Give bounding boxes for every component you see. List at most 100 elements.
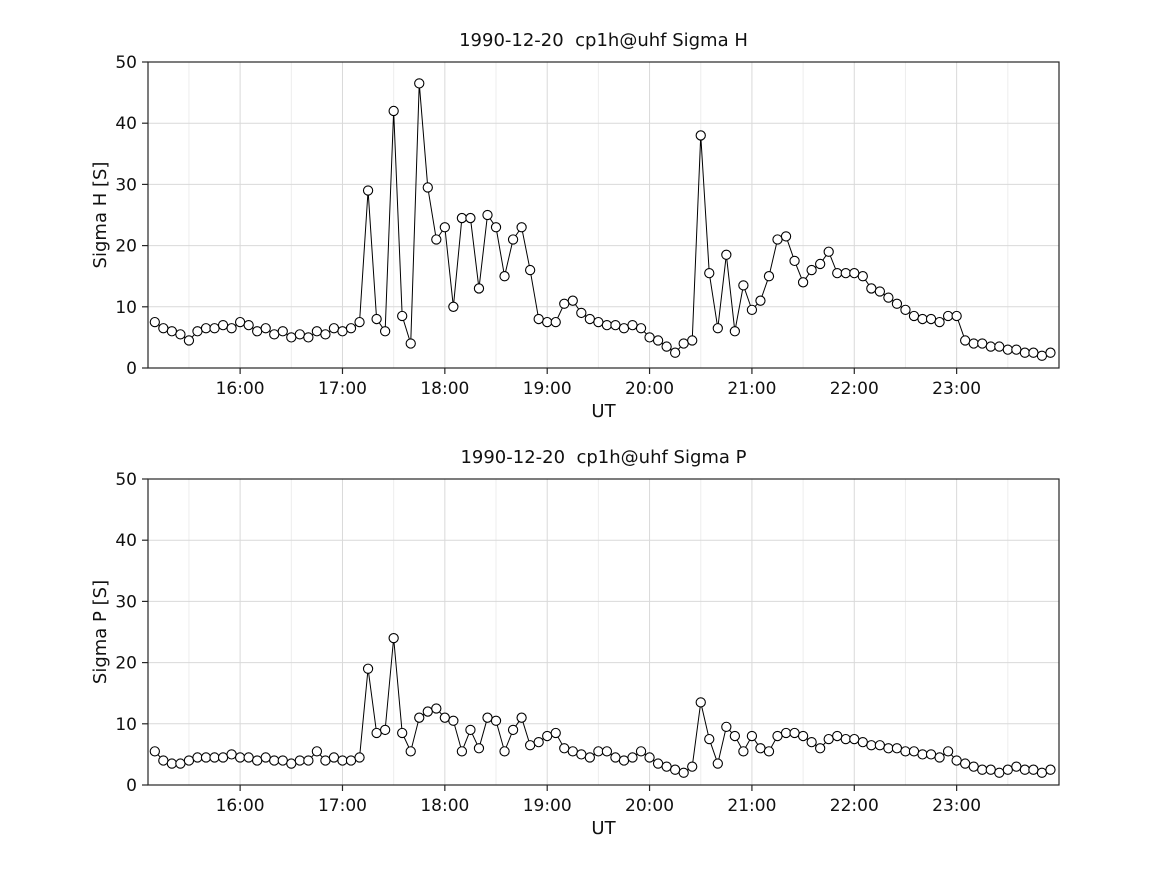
x-tick-label: 21:00: [727, 796, 776, 816]
data-marker: [431, 703, 442, 714]
data-marker: [158, 755, 169, 766]
data-marker: [371, 727, 382, 739]
data-marker: [226, 749, 237, 760]
data-marker: [704, 733, 715, 745]
data-marker: [601, 320, 613, 331]
x-tick-label: 23:00: [932, 796, 981, 816]
data-marker: [695, 130, 706, 141]
data-marker: [226, 323, 237, 334]
sigma-p-plot: 16:00 17:00 18:00 19:00 20:00 21:00 22:00 23:00…: [90, 447, 1060, 839]
chart-title: 1990-12-20 cp1h@uhf Sigma P: [460, 447, 746, 468]
data-marker: [908, 746, 920, 757]
data-marker: [763, 746, 775, 757]
x-tick-label: 20:00: [625, 796, 674, 816]
data-marker: [371, 313, 382, 325]
data-marker: [721, 249, 732, 260]
data-marker: [601, 746, 613, 757]
data-marker: [405, 746, 416, 757]
data-marker: [422, 706, 433, 717]
data-marker: [1002, 764, 1013, 775]
data-marker: [337, 326, 348, 337]
y-tick-label: 20: [115, 654, 137, 674]
data-marker: [252, 755, 263, 766]
data-marker: [704, 267, 715, 279]
data-marker: [192, 752, 203, 763]
data-marker: [448, 301, 459, 312]
data-marker: [362, 185, 374, 196]
data-marker: [397, 310, 408, 322]
data-marker: [234, 752, 246, 763]
data-marker: [866, 740, 877, 751]
data-marker: [465, 724, 476, 736]
data-marker: [183, 755, 195, 766]
data-marker: [780, 727, 792, 739]
data-marker: [977, 338, 988, 349]
data-marker: [456, 212, 468, 224]
data-marker: [448, 715, 459, 726]
data-marker: [738, 746, 749, 757]
data-marker: [507, 724, 519, 736]
sigma-p-chart: 16:00 17:00 18:00 19:00 20:00 21:00 22:00 23:00…: [0, 441, 1167, 883]
data-marker: [806, 264, 817, 276]
x-tick-label: 20:00: [625, 379, 674, 399]
data-marker: [746, 730, 758, 742]
data-marker: [891, 298, 903, 309]
data-marker: [1045, 764, 1056, 775]
data-marker: [499, 746, 510, 757]
chart-title: 1990-12-20 cp1h@uhf Sigma H: [459, 30, 748, 51]
y-tick-label: 10: [115, 298, 137, 318]
data-marker: [550, 727, 561, 739]
data-marker: [533, 313, 544, 325]
data-marker: [576, 307, 587, 319]
data-marker: [158, 323, 169, 334]
data-marker: [507, 234, 519, 245]
data-marker: [243, 320, 254, 331]
data-marker: [661, 341, 672, 352]
data-marker: [354, 316, 365, 328]
data-marker: [166, 758, 178, 769]
data-marker: [294, 755, 305, 766]
data-marker: [942, 310, 954, 322]
data-marker: [584, 752, 595, 763]
data-marker: [832, 730, 843, 742]
data-marker: [772, 730, 783, 742]
data-marker: [345, 323, 357, 334]
data-marker: [260, 752, 271, 763]
y-tick-label: 50: [115, 470, 137, 490]
data-marker: [320, 755, 331, 766]
data-marker: [942, 746, 954, 757]
data-marker: [670, 347, 681, 358]
data-marker: [422, 182, 433, 193]
data-marker: [584, 313, 595, 325]
data-marker: [354, 752, 365, 763]
x-tick-label: 22:00: [830, 796, 879, 816]
data-marker: [482, 209, 493, 221]
data-marker: [857, 737, 868, 748]
data-marker: [542, 730, 553, 742]
x-tick-label: 17:00: [318, 796, 367, 816]
data-marker: [789, 727, 800, 739]
data-marker: [789, 255, 800, 267]
data-marker: [763, 271, 775, 282]
y-tick-label: 0: [126, 359, 137, 379]
data-marker: [797, 277, 809, 288]
data-marker: [183, 335, 195, 346]
x-tick-label: 19:00: [523, 796, 572, 816]
data-marker: [695, 697, 706, 708]
data-marker: [968, 761, 979, 772]
data-marker: [687, 335, 698, 346]
data-marker: [200, 752, 212, 763]
data-marker: [431, 234, 442, 245]
data-marker: [866, 283, 877, 294]
data-marker: [823, 733, 834, 745]
data-marker: [1036, 767, 1048, 778]
data-marker: [1019, 764, 1031, 775]
data-marker: [439, 222, 450, 233]
data-marker: [149, 316, 160, 328]
data-marker: [994, 341, 1005, 352]
data-marker: [883, 743, 894, 754]
data-marker: [166, 326, 178, 337]
x-tick-label: 23:00: [932, 379, 981, 399]
data-marker: [311, 746, 323, 757]
data-marker: [473, 283, 485, 294]
